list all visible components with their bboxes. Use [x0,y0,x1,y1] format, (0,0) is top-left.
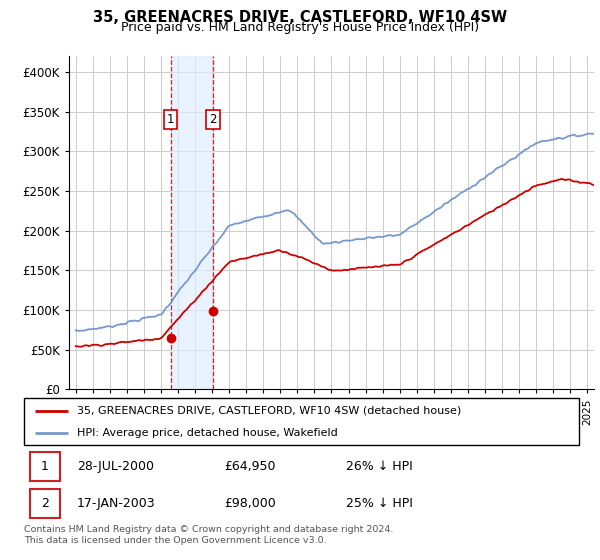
Text: 1: 1 [167,113,175,126]
Text: 35, GREENACRES DRIVE, CASTLEFORD, WF10 4SW (detached house): 35, GREENACRES DRIVE, CASTLEFORD, WF10 4… [77,406,461,416]
Text: Price paid vs. HM Land Registry's House Price Index (HPI): Price paid vs. HM Land Registry's House … [121,21,479,34]
Text: 25% ↓ HPI: 25% ↓ HPI [346,497,413,510]
Text: 26% ↓ HPI: 26% ↓ HPI [346,460,413,473]
Text: £98,000: £98,000 [224,497,275,510]
Text: 17-JAN-2003: 17-JAN-2003 [77,497,155,510]
Text: 35, GREENACRES DRIVE, CASTLEFORD, WF10 4SW: 35, GREENACRES DRIVE, CASTLEFORD, WF10 4… [93,10,507,25]
Bar [29,488,60,518]
Bar [29,451,60,481]
Bar [171,56,213,389]
Text: HPI: Average price, detached house, Wakefield: HPI: Average price, detached house, Wake… [77,428,337,438]
Text: 1: 1 [41,460,49,473]
Text: Contains HM Land Registry data © Crown copyright and database right 2024.
This d: Contains HM Land Registry data © Crown c… [24,525,394,545]
Text: 2: 2 [209,113,217,126]
Text: 28-JUL-2000: 28-JUL-2000 [77,460,154,473]
Text: £64,950: £64,950 [224,460,275,473]
Text: 2: 2 [41,497,49,510]
